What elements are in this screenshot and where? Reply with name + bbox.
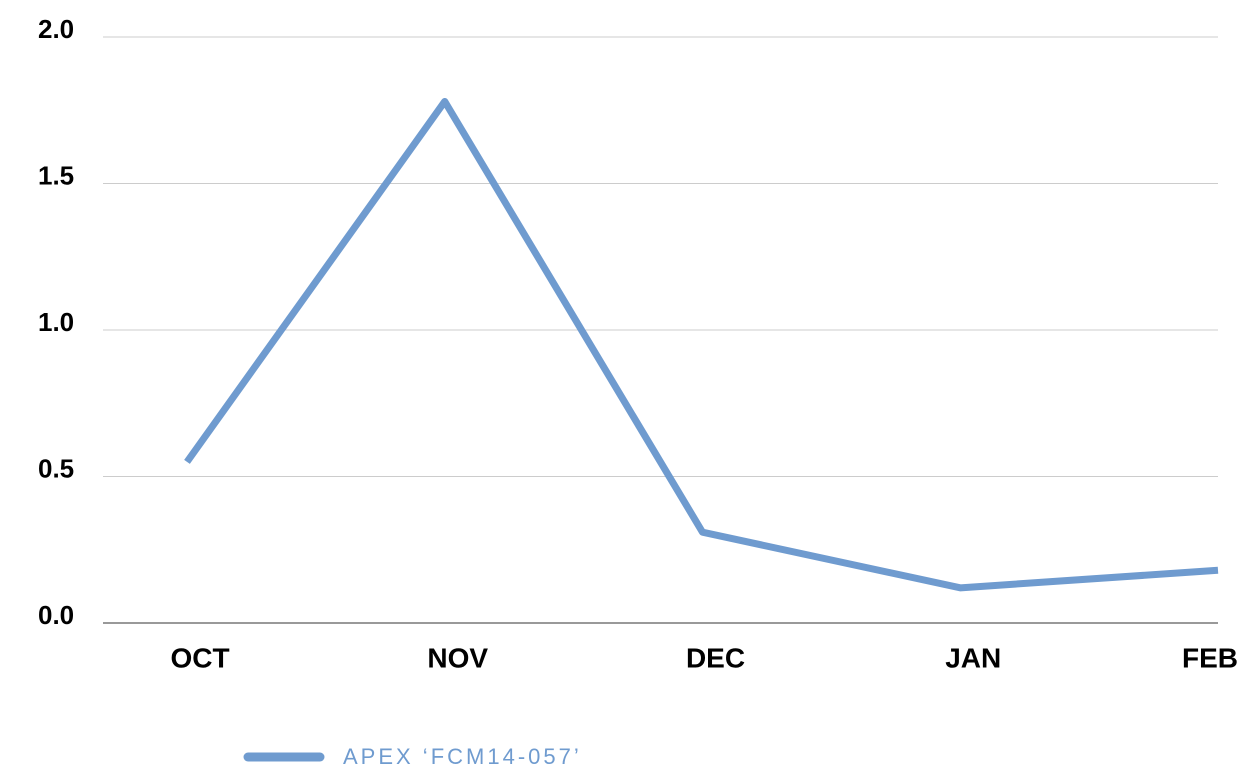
- x-tick-label: NOV: [427, 642, 488, 673]
- y-tick-label: 0.0: [38, 600, 74, 630]
- y-tick-label: 0.5: [38, 453, 74, 483]
- y-tick-label: 1.5: [38, 160, 74, 190]
- series-line: [184, 97, 1219, 592]
- y-tick-label: 2.0: [38, 14, 74, 44]
- x-tick-label: OCT: [170, 642, 229, 673]
- legend-label: APEX ‘FCM14-057’: [343, 744, 582, 769]
- x-tick-label: DEC: [686, 642, 745, 673]
- x-tick-label: FEB: [1182, 642, 1238, 673]
- x-tick-label: JAN: [945, 642, 1001, 673]
- y-tick-label: 1.0: [38, 307, 74, 337]
